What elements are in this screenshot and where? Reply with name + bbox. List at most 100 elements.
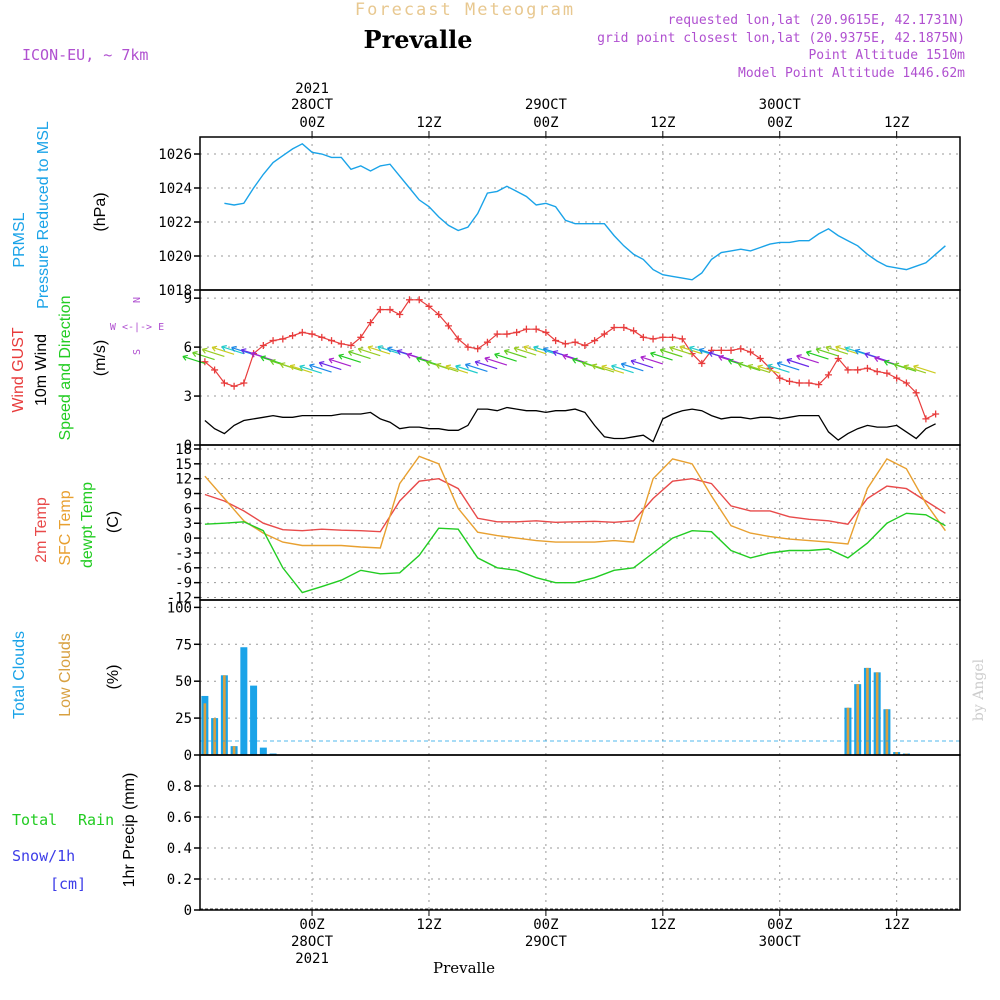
total-cloud-bar (259, 747, 267, 755)
gust-point (503, 330, 511, 338)
low-clouds-label: Low Clouds (57, 633, 74, 717)
total-label: Total (12, 811, 57, 829)
wind-arrow-head (913, 364, 919, 371)
precip-labels: Total Rain Snow/1h [cm] 1hr Precip (mm) (12, 773, 138, 893)
temp-frame (199, 444, 961, 601)
wind-direction-arrow (669, 346, 693, 356)
gust-point (337, 340, 345, 348)
compass-n: N (132, 297, 143, 303)
clouds-y-tick-label: 0 (184, 748, 192, 764)
wind-arrow-head (796, 354, 802, 361)
wind-direction-arrow (621, 363, 644, 372)
gust-point (493, 330, 501, 338)
total-cloud-bar (250, 685, 258, 755)
wind-direction-arrow (796, 355, 819, 364)
gust-point (201, 358, 209, 366)
wind-arrow-head (211, 345, 218, 352)
wind-direction-arrow (513, 347, 537, 356)
gust-point (776, 374, 784, 382)
gust-point (795, 379, 803, 387)
gust-label: Wind GUST (10, 327, 27, 413)
temp-y-tick-label: 0 (184, 531, 192, 547)
grid-point-coords: grid point closest lon,lat (20.9375E, 42… (597, 31, 965, 46)
gust-point (669, 333, 677, 341)
wind-direction-arrow (747, 365, 771, 374)
precip-y-tick-label: 0.4 (167, 841, 192, 857)
low-cloud-bar (875, 672, 879, 755)
pressure-label-2: Pressure Reduced to MSL (35, 121, 52, 309)
gust-point (552, 337, 560, 345)
wind-arrow-head (698, 347, 705, 354)
wind-arrow-head (728, 358, 734, 365)
wind-arrow-head (650, 351, 656, 358)
bottom-hour-label: 00Z (767, 917, 792, 933)
wind-arrow-head (708, 351, 715, 358)
wind-arrow-head (367, 345, 374, 352)
data-series (182, 142, 960, 910)
wind-arrow-head (250, 351, 257, 358)
gust-point (347, 341, 355, 349)
wind-arrow-head (513, 346, 520, 353)
wind-arrow-head (630, 359, 637, 366)
wind-arrow-head (825, 345, 832, 352)
gust-point (717, 346, 725, 354)
bottom-hour-label: 00Z (533, 917, 558, 933)
wind-arrow-head (874, 356, 880, 363)
gust-point (483, 338, 491, 346)
wind-arrow-head (844, 346, 851, 353)
gust-point (220, 379, 228, 387)
gust-point (211, 366, 219, 374)
gust-point (386, 306, 394, 314)
wind-arrow-head (523, 345, 530, 352)
wind-direction-arrow (182, 355, 206, 364)
wind-arrow-head (737, 361, 744, 368)
wind-arrow-head (776, 361, 783, 368)
dewpoint-line (204, 512, 946, 594)
wind-labels: Wind GUST 10m Wind Speed and Direction (… (10, 296, 164, 441)
y-axis-ticks: 101810201022102410260369-12-9-6-30369121… (158, 147, 200, 919)
low-cloud-bar (203, 703, 207, 755)
wind-direction-arrow (465, 363, 488, 373)
snow-label: Snow/1h (12, 847, 75, 865)
wind-arrow-head (591, 363, 598, 370)
wind-arrow-head (396, 349, 403, 356)
wind-arrow-head (182, 354, 188, 361)
top-hour-label: 00Z (533, 115, 558, 131)
wind-arrow-head (201, 347, 208, 354)
pressure-y-tick-label: 1018 (158, 283, 192, 299)
gust-point (318, 333, 326, 341)
gust-point (922, 415, 930, 423)
clouds-y-tick-label: 75 (175, 637, 192, 653)
wind-unit: (m/s) (92, 340, 109, 376)
sfc-temp-line (204, 455, 946, 549)
precip-y-tick-label: 0.2 (167, 872, 192, 888)
wind-direction-arrow (767, 364, 790, 373)
dew-label: dewpt Temp (79, 482, 96, 568)
wind-direction-arrow (299, 365, 322, 374)
wind-direction-arrow (504, 350, 527, 359)
wind-arrow-head (883, 359, 890, 366)
wind-arrow-head (348, 349, 354, 356)
wind-arrow-head (387, 346, 393, 353)
top-hour-label: 00Z (767, 115, 792, 131)
credit-label: by Angel (971, 658, 987, 721)
wind-arrow-head (669, 345, 676, 352)
sfc-label: SFC Temp (57, 490, 74, 565)
gust-point (756, 355, 764, 363)
gust-point (464, 343, 472, 351)
top-hour-label: 12Z (884, 115, 909, 131)
low-cloud-bar (232, 746, 236, 755)
wind-y-tick-label: 3 (184, 389, 192, 405)
low-cloud-bar (895, 752, 898, 755)
clouds-y-tick-label: 25 (175, 711, 192, 727)
gust-point (561, 340, 569, 348)
total-clouds-label: Total Clouds (11, 631, 28, 719)
model-altitude: Model Point Altitude 1446.62m (738, 66, 965, 81)
gust-point (435, 310, 443, 318)
wind-direction-arrow (484, 357, 508, 366)
wind-arrow-head (581, 361, 588, 368)
wind-direction-arrow (825, 346, 849, 355)
cm-label: [cm] (50, 875, 86, 893)
